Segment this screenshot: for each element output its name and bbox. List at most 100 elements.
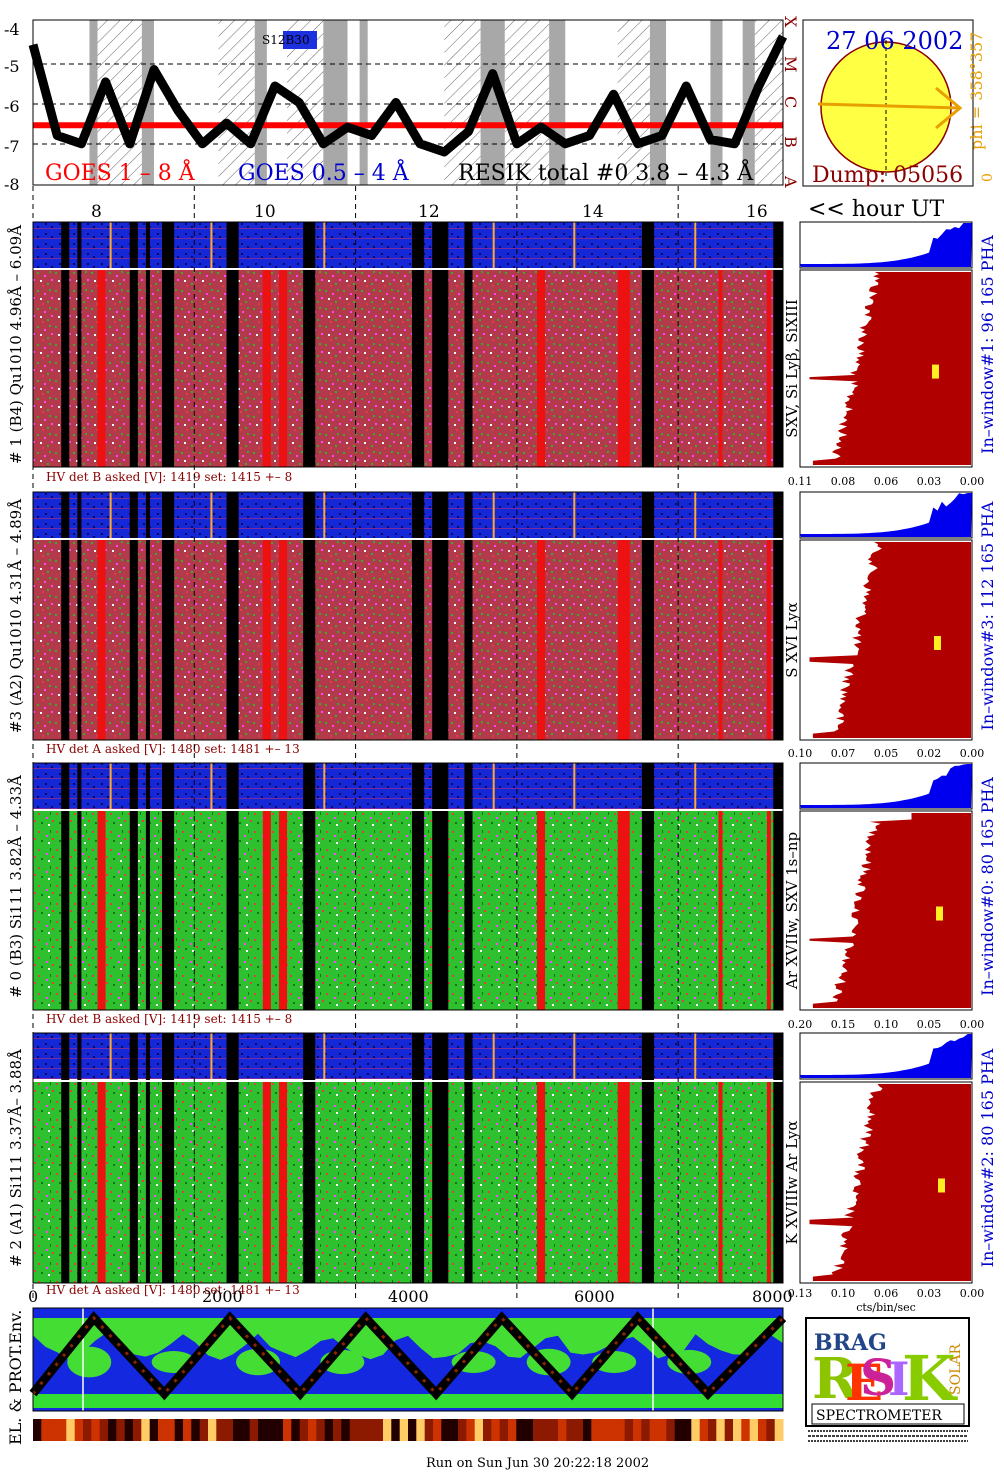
hv-status: HV det A asked [V]: 1480 set: 1481 +– 13 <box>46 742 300 756</box>
hour-tick: 14 <box>582 202 604 222</box>
pha-marker <box>573 492 576 538</box>
intensity-column <box>537 270 546 467</box>
intensity-column <box>537 1082 546 1283</box>
env-strip-cell <box>641 1419 651 1441</box>
class-label-c: C <box>781 96 800 108</box>
hour-axis: 8 10 12 14 16 << hour UT <box>91 197 944 222</box>
pha-marker <box>492 1033 495 1079</box>
intensity-column <box>766 1082 771 1283</box>
env-strip-cell <box>558 1419 567 1441</box>
env-strip-cell <box>399 1419 409 1441</box>
pha-histogram <box>800 1034 972 1078</box>
gap-column <box>432 492 449 740</box>
window-marker <box>932 364 939 379</box>
hour-axis-label: << hour UT <box>808 197 944 222</box>
env-strip-cell <box>458 1419 467 1441</box>
spectral-panel: # 0 (B3) Si111 3.82Å – 4.33Å HV det B ask… <box>7 762 997 1031</box>
goes-class-labels: X M C B A <box>781 16 800 188</box>
env-x-ticks: 0 2000 4000 6000 8000 <box>28 1287 793 1306</box>
env-strip-cell <box>599 1419 609 1441</box>
logo-solar: SOLAR <box>948 1344 964 1395</box>
gap-column <box>412 763 425 1010</box>
window-marker <box>938 1178 945 1193</box>
env-xtick: 2000 <box>202 1287 243 1306</box>
env-strip-cell <box>58 1419 67 1441</box>
pha-marker <box>694 763 697 809</box>
resik-legend: RESIK total #0 3.8 – 4.3 Å <box>458 158 754 186</box>
gap-column <box>61 222 70 467</box>
env-strip-cell <box>574 1419 584 1441</box>
env-strip-cell <box>233 1419 242 1441</box>
intensity-column <box>617 1082 630 1283</box>
footer-run-info: Run on Sun Jun 30 20:22:18 2002 <box>426 1456 649 1471</box>
env-strip-cell <box>541 1419 551 1441</box>
env-strip-cell <box>216 1419 226 1441</box>
pha-strip <box>33 1033 783 1079</box>
pha-marker <box>323 1033 326 1079</box>
env-strip-cell <box>624 1419 634 1441</box>
spectrum-tick: 0.06 <box>874 1287 899 1300</box>
goes2-legend: GOES 0.5 – 4 Å <box>238 158 410 186</box>
intensity-column <box>718 270 723 467</box>
env-strip-cell <box>449 1419 459 1441</box>
env-strip-cell <box>374 1419 384 1441</box>
spectrum-tick: 0.13 <box>788 1287 813 1300</box>
spectrum-tick: 0.11 <box>788 475 813 488</box>
pha-histogram <box>800 493 972 537</box>
pha-marker <box>694 1033 697 1079</box>
window-label: In–window#3: 112 165 PHA <box>978 501 997 730</box>
env-strip-cell <box>483 1419 492 1441</box>
intensity-column <box>718 811 723 1010</box>
hour-gridlines <box>32 186 679 1300</box>
goes-y-ticks: -4 -5 -6 -7 -8 <box>4 20 20 194</box>
env-strip-cell <box>674 1419 684 1441</box>
spectrum-tick: 0.03 <box>917 1287 942 1300</box>
hour-tick: 16 <box>746 202 768 222</box>
intensity-column <box>262 1082 271 1283</box>
gap-column <box>162 492 175 740</box>
gap-column <box>129 492 138 740</box>
gap-column <box>412 492 425 740</box>
sun-orientation-arrow <box>935 86 963 130</box>
env-orbit-trace <box>29 1311 787 1401</box>
goes-gap-region <box>359 20 368 185</box>
intensity-column <box>718 1082 723 1283</box>
env-strip-cell <box>474 1419 484 1441</box>
env-strip-cell <box>466 1419 476 1441</box>
spectrum-xlabel: cts/bin/sec <box>856 1301 916 1314</box>
intensity-column <box>278 540 288 740</box>
env-strip-cell <box>74 1419 84 1441</box>
logo-resik-k: K <box>902 1342 958 1415</box>
env-xtick: 4000 <box>388 1287 429 1306</box>
pha-marker <box>323 492 326 538</box>
sun-orientation-line <box>817 102 961 110</box>
env-strip-cell <box>533 1419 542 1441</box>
spectral-panel: # 2 (A1) Si111 3.37Å– 3.88Å HV det A aske… <box>7 1032 997 1300</box>
gap-column <box>77 492 82 740</box>
intensity-column <box>97 270 106 467</box>
gap-column <box>129 222 138 467</box>
logo-fineprint-area <box>806 1428 969 1442</box>
gap-column <box>61 1033 70 1283</box>
intensity-column <box>617 811 630 1010</box>
panel-detector-label: #3 (A2) Qu1010 4.31Å – 4.89Å <box>7 499 25 733</box>
spectrum-profile <box>809 542 971 738</box>
env-xtick: 8000 <box>752 1287 793 1306</box>
env-strip-cell <box>741 1419 751 1441</box>
line-identification: SXV, Si Lyβ, SiXIII <box>783 299 801 438</box>
env-strip-cell <box>666 1419 676 1441</box>
env-strip-cell <box>33 1419 42 1441</box>
gap-column <box>77 222 82 467</box>
goes-frame <box>32 19 784 186</box>
env-label: EL. & PROT.Env. <box>6 1310 25 1445</box>
gap-column <box>129 763 138 1010</box>
env-strip-cell <box>199 1419 209 1441</box>
env-strip-cell <box>583 1419 592 1441</box>
intensity-column <box>617 540 630 740</box>
env-strip-cell <box>241 1419 251 1441</box>
env-strip-cell <box>733 1419 742 1441</box>
sun-phi: phi = 358°357 <box>967 32 986 150</box>
gap-column <box>145 222 150 467</box>
env-strip-cell <box>699 1419 709 1441</box>
intensity-column <box>97 811 106 1010</box>
